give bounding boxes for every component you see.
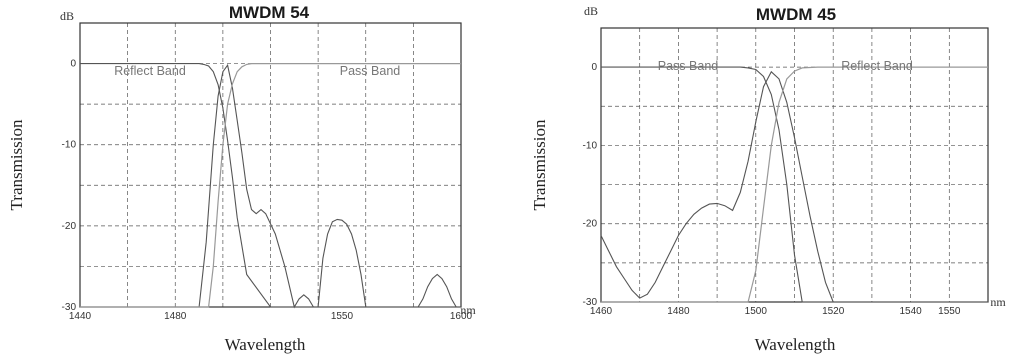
chart-title: MWDM 54: [229, 3, 310, 22]
y-axis-label: Transmission: [7, 119, 26, 211]
y-tick-label: 0: [70, 59, 76, 70]
series-line-1: [600, 70, 834, 303]
y-tick-label: -10: [62, 140, 77, 151]
x-tick-label: 1540: [899, 306, 922, 317]
y-tick-label: -30: [62, 302, 77, 313]
x-axis-label: Wavelength: [225, 335, 306, 354]
series-line-3: [80, 62, 461, 308]
series-line-2: [198, 63, 461, 309]
x-tick-label: 1500: [745, 306, 768, 317]
x-tick-label: 1550: [938, 306, 961, 317]
x-tick-label: 1520: [822, 306, 845, 317]
x-tick-label: 1480: [164, 311, 187, 322]
x-tick-label: 1440: [69, 311, 92, 322]
y-tick-label: 0: [591, 62, 597, 73]
series-line-2: [601, 66, 988, 303]
chart-title: MWDM 45: [756, 5, 836, 24]
x-tick-label: 1480: [667, 306, 690, 317]
y-unit-label: dB: [584, 4, 598, 18]
y-tick-label: -10: [583, 140, 598, 151]
x-axis-label: Wavelength: [755, 335, 836, 354]
x-tick-label: 1550: [331, 311, 354, 322]
x-tick-label: 1460: [590, 306, 613, 317]
x-unit-label: nm: [990, 295, 1006, 309]
y-tick-label: -20: [583, 219, 598, 230]
y-tick-label: -30: [583, 297, 598, 308]
y-tick-label: -20: [62, 221, 77, 232]
band-label: Pass Band: [340, 64, 401, 78]
band-label: Reflect Band: [114, 64, 186, 78]
series-line-3: [601, 66, 988, 303]
plot-frame: [600, 27, 989, 303]
band-label: Reflect Band: [841, 59, 913, 73]
y-unit-label: dB: [60, 9, 74, 23]
band-label: Pass Band: [658, 59, 719, 73]
y-axis-label: Transmission: [530, 119, 549, 211]
x-unit-label: nm: [460, 303, 476, 317]
x-tick-label: 1600: [450, 311, 473, 322]
